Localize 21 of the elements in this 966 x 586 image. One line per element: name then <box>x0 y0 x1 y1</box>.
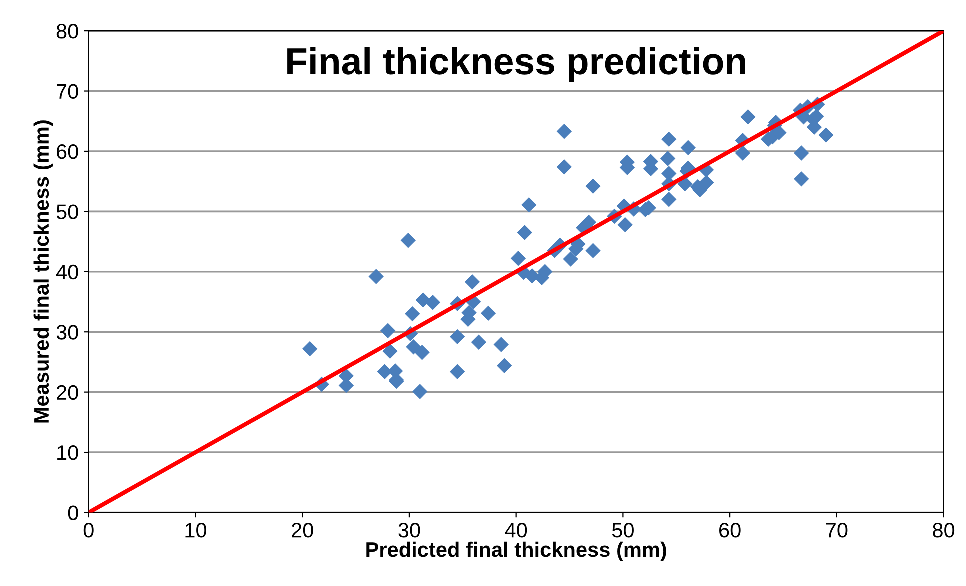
chart-title: Final thickness prediction <box>288 47 746 82</box>
y-axis-title: Measured final thickness (mm) <box>34 120 54 423</box>
x-tick-label: 30 <box>398 523 420 538</box>
y-tick-label: 60 <box>57 144 78 160</box>
y-tick-label: 0 <box>68 506 78 521</box>
x-tick-label: 80 <box>933 523 955 538</box>
x-tick-label: 70 <box>826 523 848 538</box>
y-tick-label: 50 <box>56 204 78 220</box>
y-tick-label: 40 <box>56 264 78 280</box>
y-tick-label: 10 <box>58 446 78 460</box>
y-tick-label: 20 <box>57 385 78 400</box>
x-tick-label: 60 <box>720 523 741 538</box>
x-tick-label: 20 <box>292 523 314 538</box>
x-tick-label: 50 <box>612 523 634 538</box>
y-tick-label: 70 <box>57 84 78 100</box>
x-tick-label: 10 <box>186 523 207 538</box>
y-tick-label: 80 <box>56 24 78 39</box>
x-tick-label: 0 <box>84 523 94 538</box>
y-tick-label: 30 <box>56 325 78 340</box>
x-tick-label: 40 <box>505 523 528 538</box>
x-axis-title: Predicted final thickness (mm) <box>366 542 666 562</box>
